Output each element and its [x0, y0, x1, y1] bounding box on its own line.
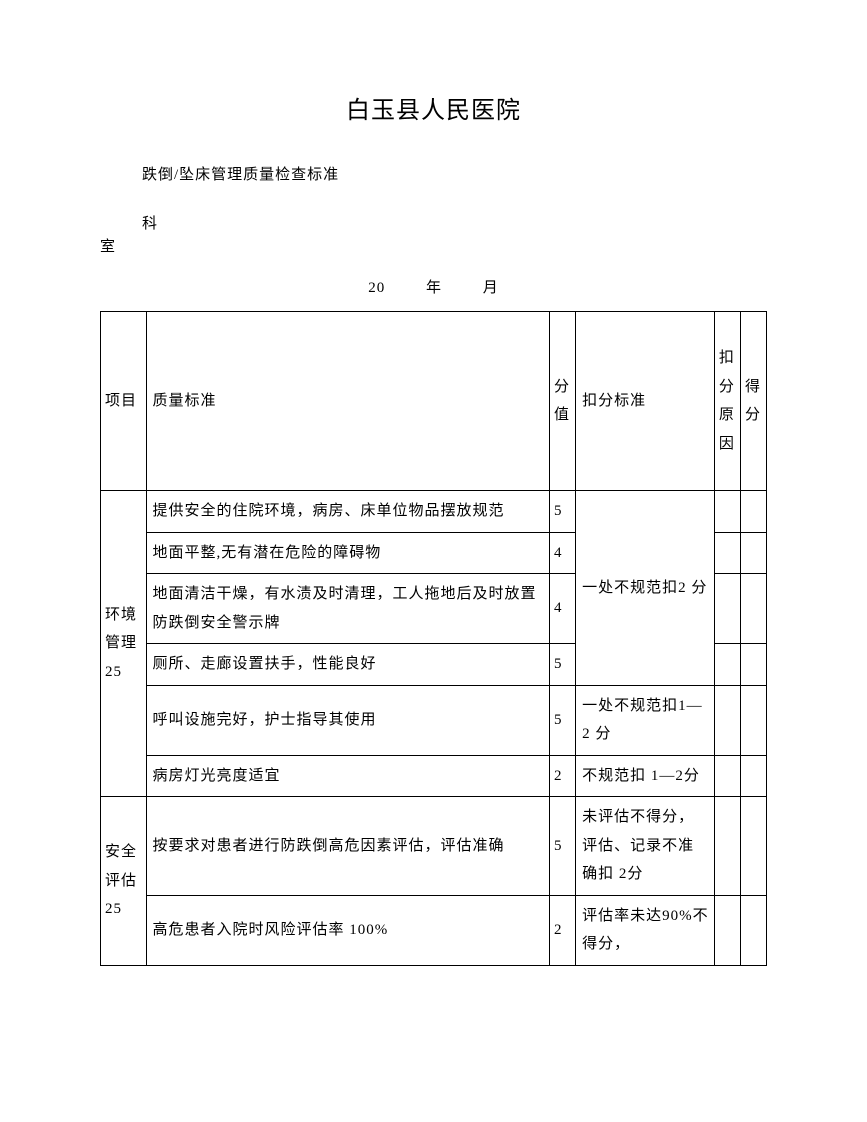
standard-cell: 地面平整,无有潜在危险的障碍物	[146, 532, 550, 574]
category-safety: 安全评估25	[101, 797, 147, 966]
reason-cell	[714, 532, 740, 574]
quality-table: 项目 质量标准 分值 扣分标准 扣分原因 得分 环境管理25 提供安全的住院环境…	[100, 311, 767, 966]
table-row: 呼叫设施完好，护士指导其使用 5 一处不规范扣1—2 分	[101, 685, 767, 755]
table-row: 病房灯光亮度适宜 2 不规范扣 1—2分	[101, 755, 767, 797]
final-cell	[740, 491, 766, 533]
reason-cell	[714, 685, 740, 755]
reason-cell	[714, 574, 740, 644]
deduct-cell: 一处不规范扣1—2 分	[576, 685, 715, 755]
score-cell: 5	[550, 644, 576, 686]
standard-cell: 地面清洁干燥，有水渍及时清理，工人拖地后及时放置防跌倒安全警示牌	[146, 574, 550, 644]
date-year: 年	[426, 280, 442, 296]
final-cell	[740, 797, 766, 896]
score-cell: 2	[550, 895, 576, 965]
reason-cell	[714, 797, 740, 896]
page-title: 白玉县人民医院	[100, 90, 767, 125]
date-prefix: 20	[368, 280, 385, 296]
reason-cell	[714, 755, 740, 797]
subtitle: 跌倒/坠床管理质量检查标准	[142, 163, 767, 184]
final-cell	[740, 755, 766, 797]
header-deduct: 扣分标准	[576, 312, 715, 491]
score-cell: 4	[550, 532, 576, 574]
score-cell: 5	[550, 797, 576, 896]
date-month: 月	[483, 280, 499, 296]
standard-cell: 按要求对患者进行防跌倒高危因素评估，评估准确	[146, 797, 550, 896]
reason-cell	[714, 895, 740, 965]
final-cell	[740, 532, 766, 574]
score-cell: 5	[550, 685, 576, 755]
table-row: 安全评估25 按要求对患者进行防跌倒高危因素评估，评估准确 5 未评估不得分，评…	[101, 797, 767, 896]
table-row: 高危患者入院时风险评估率 100% 2 评估率未达90%不得分，	[101, 895, 767, 965]
standard-cell: 厕所、走廊设置扶手，性能良好	[146, 644, 550, 686]
final-cell	[740, 644, 766, 686]
date-line: 20 年 月	[100, 276, 767, 297]
category-env: 环境管理25	[101, 491, 147, 797]
header-reason: 扣分原因	[714, 312, 740, 491]
header-standard: 质量标准	[146, 312, 550, 491]
deduct-cell: 评估率未达90%不得分，	[576, 895, 715, 965]
reason-cell	[714, 644, 740, 686]
header-project: 项目	[101, 312, 147, 491]
standard-cell: 病房灯光亮度适宜	[146, 755, 550, 797]
score-cell: 5	[550, 491, 576, 533]
table-header-row: 项目 质量标准 分值 扣分标准 扣分原因 得分	[101, 312, 767, 491]
dept-shi: 室	[100, 235, 767, 256]
deduct-cell: 不规范扣 1—2分	[576, 755, 715, 797]
deduct-cell: 一处不规范扣2 分	[576, 491, 715, 686]
score-cell: 2	[550, 755, 576, 797]
score-cell: 4	[550, 574, 576, 644]
final-cell	[740, 895, 766, 965]
dept-ke: 科	[142, 212, 767, 233]
standard-cell: 高危患者入院时风险评估率 100%	[146, 895, 550, 965]
final-cell	[740, 685, 766, 755]
table-row: 环境管理25 提供安全的住院环境，病房、床单位物品摆放规范 5 一处不规范扣2 …	[101, 491, 767, 533]
reason-cell	[714, 491, 740, 533]
final-cell	[740, 574, 766, 644]
standard-cell: 提供安全的住院环境，病房、床单位物品摆放规范	[146, 491, 550, 533]
header-score: 分值	[550, 312, 576, 491]
header-final: 得分	[740, 312, 766, 491]
deduct-cell: 未评估不得分，评估、记录不准确扣 2分	[576, 797, 715, 896]
standard-cell: 呼叫设施完好，护士指导其使用	[146, 685, 550, 755]
